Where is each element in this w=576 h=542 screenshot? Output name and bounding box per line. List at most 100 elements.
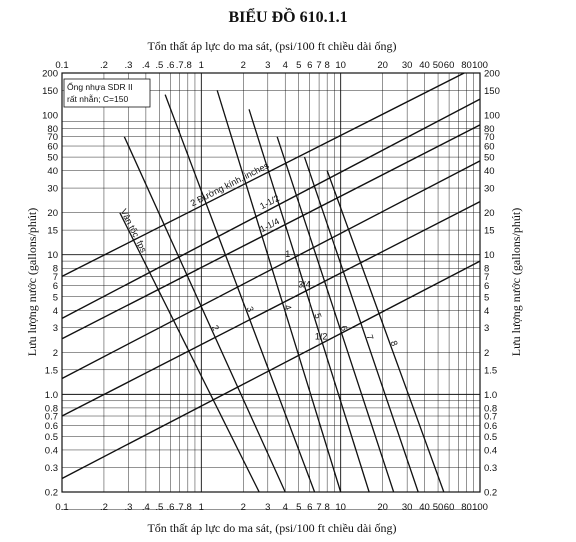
x-tick-label-bottom: 8	[325, 502, 330, 513]
x-tick-label-bottom: 100	[472, 502, 488, 513]
y-tick-label-right: 70	[484, 132, 495, 143]
y-tick-label-right: 7	[484, 272, 489, 283]
y-tick-label-right: 100	[484, 111, 500, 122]
y-tick-label-left: 7	[53, 272, 58, 283]
x-tick-label-top: .7	[176, 60, 184, 71]
diameter-line	[61, 200, 481, 417]
y-tick-label-right: 0.2	[484, 488, 497, 499]
diameter-line	[61, 72, 465, 277]
velocity-label: 3	[245, 305, 256, 313]
y-tick-label-right: 4	[484, 306, 489, 317]
y-tick-label-left: 150	[42, 86, 58, 97]
x-tick-label-top: 4	[283, 60, 288, 71]
y-tick-label-right: 0.4	[484, 445, 497, 456]
x-tick-label-bottom: 10	[335, 502, 346, 513]
note-line: Ống nhựa SDR II	[67, 81, 133, 92]
y-tick-label-right: 0.8	[484, 403, 497, 414]
velocity-label: 8	[389, 339, 400, 347]
y-tick-label-right: 50	[484, 153, 495, 164]
grid	[61, 73, 480, 510]
y-tick-label-left: 4	[53, 306, 58, 317]
x-tick-label-top: .6	[166, 60, 174, 71]
series-lines	[61, 72, 481, 493]
x-tick-label-top: .5	[155, 60, 163, 71]
y-tick-label-left: 30	[47, 184, 58, 195]
velocity-line	[164, 94, 316, 493]
x-tick-label-top: 100	[472, 60, 488, 71]
y-tick-label-right: 60	[484, 142, 495, 153]
y-tick-label-right: 8	[484, 264, 489, 275]
note-box: Ống nhựa SDR II rất nhẵn; C=150	[63, 78, 151, 108]
y-tick-label-left: 40	[47, 166, 58, 177]
y-tick-label-left: 1.5	[45, 365, 58, 376]
x-tick-label-bottom: 80	[461, 502, 472, 513]
y-tick-label-left: 2	[53, 348, 58, 359]
y-tick-label-left: 0.8	[45, 403, 58, 414]
plot-frame	[61, 72, 481, 493]
y-tick-label-right: 0.7	[484, 412, 497, 423]
y-tick-label-left: 8	[53, 264, 58, 275]
x-tick-label-top: .8	[184, 60, 192, 71]
velocity-label: 5	[312, 312, 323, 320]
x-tick-label-bottom: 3	[265, 502, 270, 513]
y-tick-label-right: 0.3	[484, 463, 497, 474]
y-tick-label-right: 20	[484, 208, 495, 219]
y-tick-label-left: 20	[47, 208, 58, 219]
x-tick-label-top: 5	[296, 60, 301, 71]
y-tick-label-right: 5	[484, 292, 489, 303]
y-tick-label-left: 0.5	[45, 432, 58, 443]
y-tick-label-left: 6	[53, 281, 58, 292]
note-line: rất nhẵn; C=150	[67, 94, 128, 104]
x-tick-label-top: 7	[316, 60, 321, 71]
x-tick-label-bottom: 50	[433, 502, 444, 513]
y-tick-label-right: 6	[484, 281, 489, 292]
y-tick-label-right: 150	[484, 86, 500, 97]
diameter-label: 1-1/4	[258, 216, 281, 234]
y-tick-label-right: 2	[484, 348, 489, 359]
x-tick-label-bottom: 20	[377, 502, 388, 513]
x-tick-label-bottom: .6	[166, 502, 174, 513]
diameter-line	[61, 98, 481, 320]
diameter-line	[61, 260, 481, 480]
x-tick-label-top: 40	[419, 60, 430, 71]
diameter-label: 1	[285, 249, 290, 259]
note-rect	[63, 78, 151, 108]
x-tick-label-top: 0.1	[55, 60, 68, 71]
y-tick-label-left: 10	[47, 250, 58, 261]
velocity-label: 7	[364, 333, 375, 341]
x-tick-label-bottom: .5	[155, 502, 163, 513]
x-tick-label-top: 10	[335, 60, 346, 71]
x-tick-label-bottom: 1	[199, 502, 204, 513]
x-tick-label-top: .2	[100, 60, 108, 71]
x-tick-label-bottom: .4	[142, 502, 150, 513]
y-tick-label-left: 0.3	[45, 463, 58, 474]
x-tick-label-bottom: 5	[296, 502, 301, 513]
x-tick-label-bottom: 4	[283, 502, 288, 513]
y-tick-label-right: 0.6	[484, 421, 497, 432]
y-tick-label-left: 0.7	[45, 412, 58, 423]
velocity-line	[119, 212, 260, 493]
y-tick-label-right: 10	[484, 250, 495, 261]
velocity-label: Vận tốc, fps	[119, 207, 149, 254]
velocity-label: 2	[210, 324, 221, 333]
y-tick-label-right: 30	[484, 184, 495, 195]
x-tick-label-top: 3	[265, 60, 270, 71]
y-tick-label-right: 40	[484, 166, 495, 177]
velocity-line	[216, 90, 342, 493]
x-tick-label-top: .4	[142, 60, 150, 71]
y-tick-label-left: 1.0	[45, 390, 58, 401]
x-tick-label-bottom: 6	[307, 502, 312, 513]
diameter-label: 1/2	[315, 332, 328, 342]
y-tick-label-right: 200	[484, 69, 500, 80]
x-tick-label-top: 50	[433, 60, 444, 71]
x-tick-label-top: 30	[402, 60, 413, 71]
y-tick-label-right: 80	[484, 124, 495, 135]
x-axis-label-top: Tổn thất áp lực do ma sát, (psi/100 ft c…	[147, 39, 396, 53]
x-tick-label-top: 60	[444, 60, 455, 71]
y-axis-label-left: Lưu lượng nước (gallons/phút)	[25, 208, 39, 357]
y-tick-label-left: 0.2	[45, 488, 58, 499]
y-tick-label-left: 0.4	[45, 445, 58, 456]
tick-labels: 0.10.1.2.2.3.3.4.4.5.5.6.6.7.7.8.8112233…	[42, 60, 500, 513]
x-tick-label-top: 20	[377, 60, 388, 71]
diameter-label: 1-1/2	[258, 193, 281, 211]
